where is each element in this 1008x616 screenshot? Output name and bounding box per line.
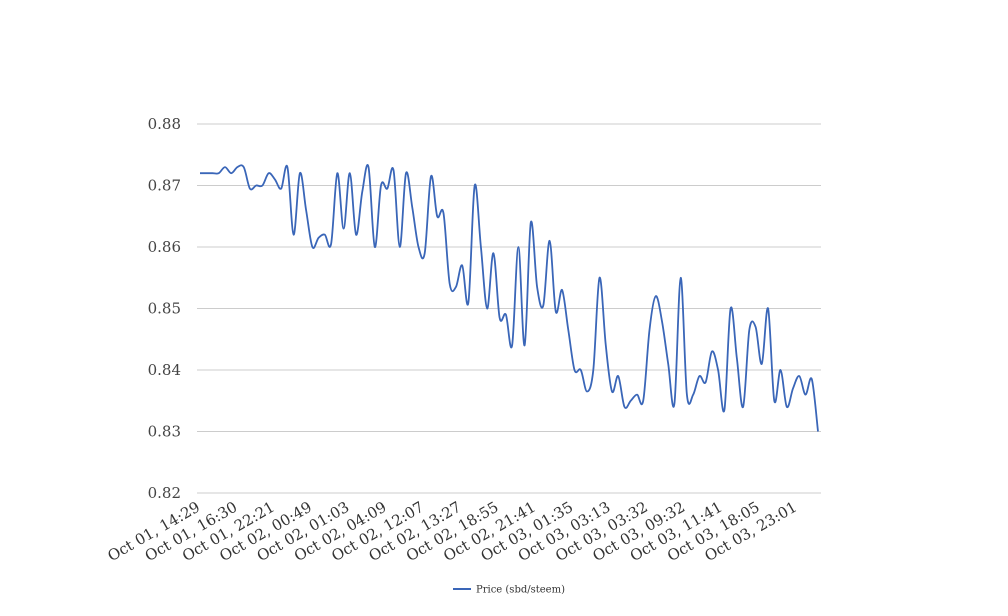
y-tick-label: 0.82 (148, 484, 181, 502)
gridlines (197, 123, 821, 494)
series-group (200, 164, 819, 432)
legend-label: Price (sbd/steem) (476, 585, 565, 596)
y-tick-label: 0.84 (148, 361, 181, 379)
y-tick-label: 0.86 (148, 238, 181, 256)
y-axis-ticks: 0.82 0.83 0.84 0.85 0.86 0.87 0.88 (148, 115, 181, 502)
y-tick-label: 0.83 (148, 423, 181, 441)
y-tick-label: 0.85 (148, 300, 181, 318)
y-tick-label: 0.87 (148, 177, 181, 195)
legend: Price (sbd/steem) (453, 585, 565, 596)
y-tick-label: 0.88 (148, 115, 181, 133)
series-line (200, 164, 819, 432)
